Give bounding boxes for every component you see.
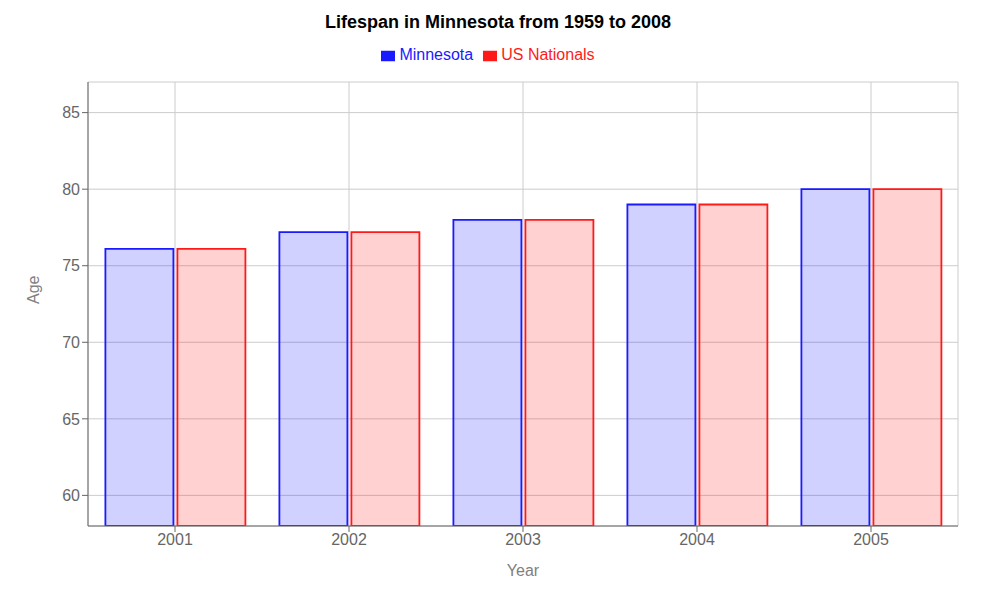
svg-text:2003: 2003 xyxy=(505,531,541,548)
svg-text:2005: 2005 xyxy=(853,531,889,548)
html-text:Lifespan in Minnesota from 195: Lifespan in Minnesota from 1959 to 2008 xyxy=(324,12,671,32)
html-text:Minnesota: Minnesota xyxy=(399,46,474,63)
svg-text:Age: Age xyxy=(25,275,42,304)
svg-text:80: 80 xyxy=(62,181,80,198)
svg-text:2001: 2001 xyxy=(157,531,193,548)
svg-text:85: 85 xyxy=(62,104,80,121)
svg-text:60: 60 xyxy=(62,487,80,504)
svg-text:2002: 2002 xyxy=(331,531,367,548)
svg-text:75: 75 xyxy=(62,257,80,274)
svg-text:70: 70 xyxy=(62,334,80,351)
html-text:US Nationals: US Nationals xyxy=(501,46,595,63)
svg-text:Year: Year xyxy=(507,562,540,579)
svg-text:2004: 2004 xyxy=(679,531,715,548)
svg-text:65: 65 xyxy=(62,411,80,428)
